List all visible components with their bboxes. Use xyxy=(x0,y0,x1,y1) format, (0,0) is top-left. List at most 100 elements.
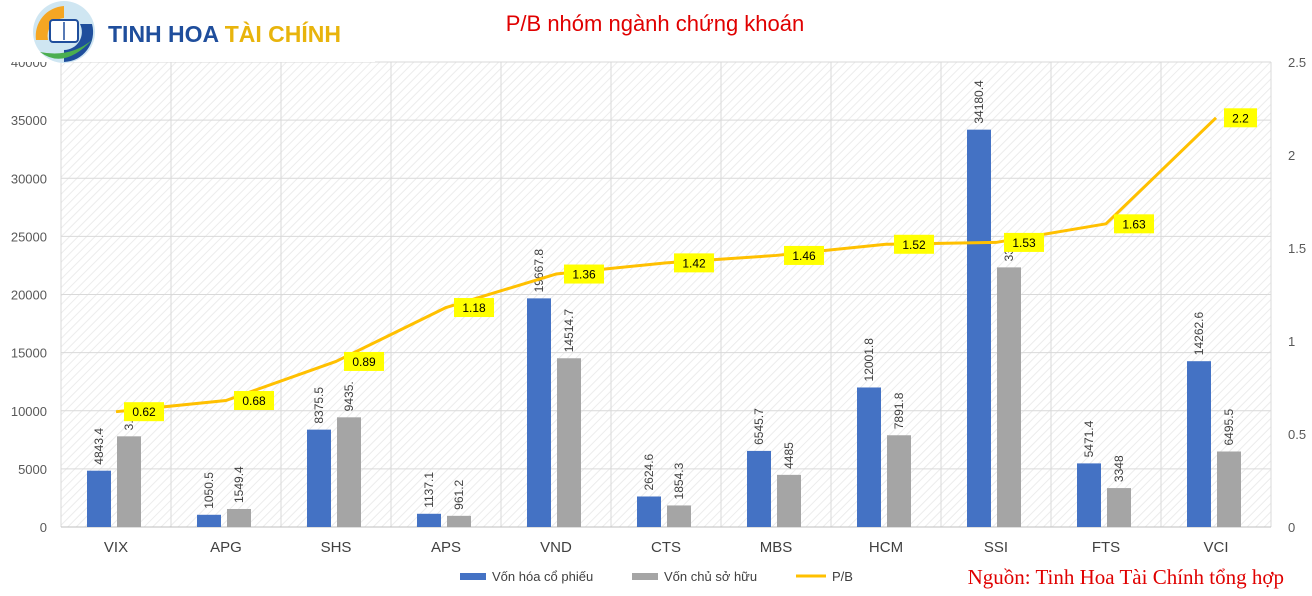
left-tick-label: 30000 xyxy=(11,171,47,186)
pb-labels: 0.62 0.68 0.89 1.18 1.36 1.42 1.46 1.52 1.53 1.63… xyxy=(124,108,1257,422)
pb-label-box xyxy=(894,234,934,254)
category-label: VIX xyxy=(104,539,128,556)
bar-equity xyxy=(557,358,581,527)
bar-label-equity: 961.2 xyxy=(452,479,466,509)
bar-market-cap xyxy=(1077,463,1101,527)
bar-market-cap xyxy=(967,129,991,528)
brand-name: TINH HOA TÀI CHÍNH xyxy=(108,20,341,47)
bars xyxy=(87,129,1241,528)
left-tick-label: 35000 xyxy=(11,113,47,128)
bar-label-equity: 1854.3 xyxy=(672,462,686,499)
bar-market-cap xyxy=(527,298,551,527)
bar-label-equity: 3348 xyxy=(1112,455,1126,482)
bar-label-equity: 14514.7 xyxy=(562,309,576,353)
bar-equity xyxy=(447,515,471,527)
category-label: SHS xyxy=(321,539,352,556)
bar-equity xyxy=(887,435,911,527)
legend-label-market-cap: Vốn hóa cổ phiếu xyxy=(492,569,593,584)
bar-label-market-cap: 19667.8 xyxy=(532,249,546,293)
left-tick-label: 5000 xyxy=(18,462,47,477)
legend-swatch-equity xyxy=(632,573,658,580)
bar-label-market-cap: 4843.4 xyxy=(92,428,106,465)
left-tick-label: 0 xyxy=(40,520,47,535)
bar-equity xyxy=(667,505,691,527)
bar-label-equity: 1549.4 xyxy=(232,466,246,503)
category-label: MBS xyxy=(760,539,793,556)
category-label: SSI xyxy=(984,539,1008,556)
bar-market-cap xyxy=(87,470,111,527)
bar-label-market-cap: 1137.1 xyxy=(422,472,436,508)
pb-label: 0.68 xyxy=(234,391,274,411)
pb-label-text: 1.42 xyxy=(682,256,706,270)
pb-label-box xyxy=(674,253,714,273)
pb-label-box xyxy=(1224,108,1257,128)
pb-label-text: 1.46 xyxy=(792,249,816,263)
bar-label-equity: 9435. xyxy=(342,381,356,411)
category-label: VND xyxy=(540,539,572,556)
right-tick-label: 2 xyxy=(1288,148,1295,163)
right-tick-label: 0 xyxy=(1288,520,1295,535)
bar-label-market-cap: 5471.4 xyxy=(1082,420,1096,457)
category-label: VCI xyxy=(1203,539,1228,556)
category-label: HCM xyxy=(869,539,903,556)
category-label: APS xyxy=(431,539,461,556)
pb-label: 1.52 xyxy=(894,234,934,254)
left-tick-label: 20000 xyxy=(11,288,47,303)
pb-label-text: 0.62 xyxy=(132,405,156,419)
pb-label-box xyxy=(564,264,604,284)
logo-emblem-icon xyxy=(33,1,95,63)
right-tick-label: 1.5 xyxy=(1288,241,1306,256)
pb-label: 1.46 xyxy=(784,245,824,265)
bar-market-cap xyxy=(307,429,331,527)
bar-label-market-cap: 14262.6 xyxy=(1192,311,1206,355)
bar-label-market-cap: 6545.7 xyxy=(752,408,766,445)
right-tick-label: 2.5 xyxy=(1288,55,1306,70)
bar-equity xyxy=(777,474,801,527)
pb-label-text: 1.36 xyxy=(572,268,596,282)
bar-equity xyxy=(997,267,1021,527)
pb-label: 1.53 xyxy=(1004,232,1044,252)
brand-name-part2: TÀI CHÍNH xyxy=(225,20,341,47)
category-label: CTS xyxy=(651,539,681,556)
chart-title: P/B nhóm ngành chứng khoán xyxy=(506,11,805,36)
pb-label: 2.2 xyxy=(1224,108,1257,128)
bar-label-equity: 4485 xyxy=(782,442,796,469)
pb-label-box xyxy=(784,245,824,265)
pb-label-box xyxy=(1004,232,1044,252)
pb-label-text: 1.63 xyxy=(1122,217,1146,231)
left-tick-label: 15000 xyxy=(11,346,47,361)
pb-label-box xyxy=(1114,214,1154,234)
pb-label-text: 1.52 xyxy=(902,238,926,252)
pb-label-text: 1.18 xyxy=(462,301,486,315)
brand-logo: TINH HOA TÀI CHÍNH xyxy=(0,0,375,63)
bar-label-market-cap: 8375.5 xyxy=(312,387,326,424)
bar-equity xyxy=(337,417,361,527)
pb-label-box xyxy=(234,391,274,411)
bar-label-equity: 6495.5 xyxy=(1222,408,1236,445)
pb-label: 1.63 xyxy=(1114,214,1154,234)
bar-label-market-cap: 34180.4 xyxy=(972,80,986,124)
pb-label-text: 0.89 xyxy=(352,355,376,369)
left-tick-label: 25000 xyxy=(11,229,47,244)
pb-label: 1.42 xyxy=(674,253,714,273)
category-label: FTS xyxy=(1092,539,1120,556)
pb-label: 0.62 xyxy=(124,402,164,422)
bar-market-cap xyxy=(637,496,661,527)
bar-label-equity: 7891.8 xyxy=(892,392,906,429)
category-label: APG xyxy=(210,539,242,556)
bar-equity xyxy=(227,508,251,527)
right-axis: 0 0.5 1 1.5 2 2.5 xyxy=(1288,55,1306,535)
bar-market-cap xyxy=(747,450,771,527)
bar-market-cap xyxy=(1187,361,1211,527)
bar-market-cap xyxy=(857,387,881,527)
source-note: Nguồn: Tinh Hoa Tài Chính tổng hợp xyxy=(968,565,1284,589)
pb-label-box xyxy=(454,298,494,318)
pb-label-text: 0.68 xyxy=(242,394,266,408)
category-axis: VIX APG SHS APS VND CTS MBS HCM SSI FTS VCI xyxy=(104,539,1229,556)
bar-label-market-cap: 1050.5 xyxy=(202,472,216,509)
pb-label: 1.36 xyxy=(564,264,604,284)
bar-equity xyxy=(1217,451,1241,527)
